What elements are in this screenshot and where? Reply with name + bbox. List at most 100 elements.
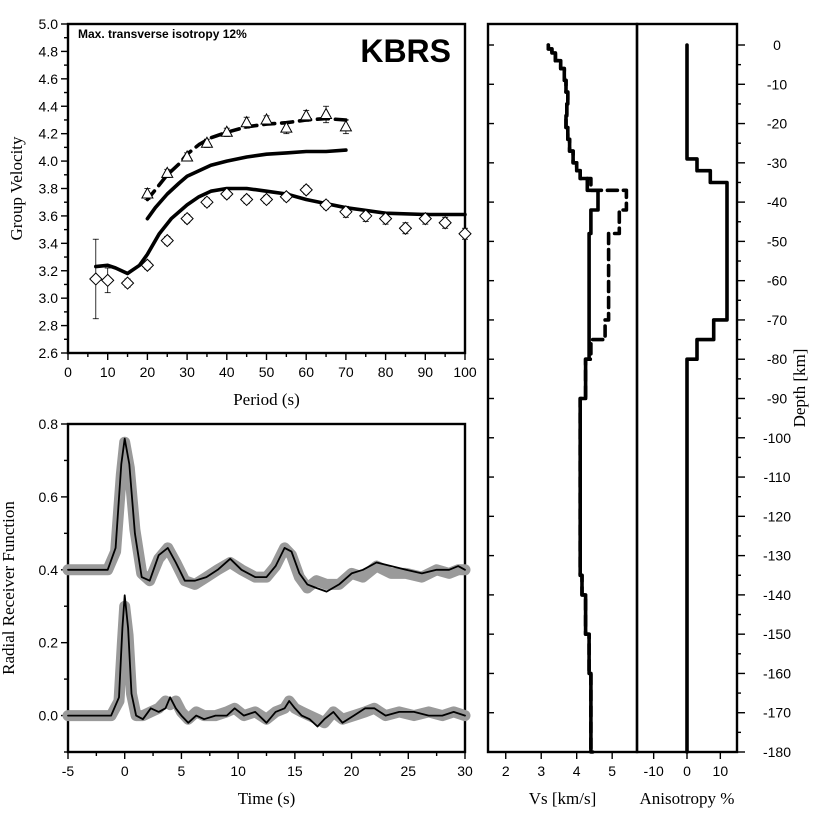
depth-tick-label: -70 xyxy=(767,312,787,328)
love-observed-point xyxy=(319,107,333,119)
receiver-x-axis-title: Time (s) xyxy=(238,789,295,808)
love-observed-point xyxy=(240,115,253,128)
rayleigh-observed-point xyxy=(120,276,135,290)
rayleigh-observed-point xyxy=(319,198,333,212)
depth-tick-label: -160 xyxy=(763,665,791,681)
dispersion-y-tick-label: 2.8 xyxy=(39,318,59,334)
love-observed-point xyxy=(220,125,234,137)
receiver-function-panel: -5 0 5 10 15 20 25 30 0.0 0.2 0.4 0.6 0.8 Time (s) Rad… xyxy=(0,416,473,808)
anisotropy-profile-line xyxy=(685,43,729,754)
rayleigh-observed-point xyxy=(200,195,214,209)
dispersion-y-tick-label: 4.2 xyxy=(39,126,59,142)
rayleigh-observed-point xyxy=(239,192,254,207)
dispersion-frame xyxy=(66,22,467,355)
receiver-y-tick-label: 0.6 xyxy=(39,489,59,505)
rayleigh-observed-point xyxy=(418,211,433,226)
receiver-x-tick-label: 30 xyxy=(457,763,473,779)
dispersion-x-tick-label: 50 xyxy=(259,364,275,380)
love-observed-point xyxy=(280,121,293,133)
anisotropy-x-tick-label: 10 xyxy=(713,763,729,779)
receiver-y-tick-label: 0.2 xyxy=(39,635,59,651)
rayleigh-observed-point xyxy=(180,211,194,226)
upper-observed-trace xyxy=(62,436,471,594)
vs-x-tick-label: 3 xyxy=(537,763,545,779)
depth-tick-label: -110 xyxy=(764,469,791,485)
receiver-x-tick-label: 20 xyxy=(344,763,360,779)
depth-tick-label: -80 xyxy=(767,351,787,367)
vs-x-tick-label: 5 xyxy=(608,763,616,779)
rayleigh-observed-point xyxy=(458,227,472,241)
love-observed-point xyxy=(141,186,154,199)
dispersion-y-tick-label: 3.6 xyxy=(39,208,59,224)
dispersion-y-tick-label: 5.0 xyxy=(39,16,59,32)
receiver-x-tick-label: 5 xyxy=(178,763,186,779)
sv-predicted-curve xyxy=(145,148,348,221)
receiver-y-tick-label: 0.4 xyxy=(39,562,59,578)
depth-tick-label: -20 xyxy=(767,116,787,132)
dispersion-y-tick-label: 4.0 xyxy=(39,153,59,169)
vs-x-tick-label: 2 xyxy=(502,763,510,779)
dispersion-x-tick-label: 30 xyxy=(179,364,195,380)
upper-predicted-trace xyxy=(67,437,466,593)
receiver-x-tick-label: 15 xyxy=(287,763,303,779)
receiver-x-tick-label: 10 xyxy=(230,763,246,779)
vs-x-axis-title: Vs [km/s] xyxy=(529,789,597,808)
anisotropy-x-tick-label: 0 xyxy=(683,763,691,779)
rayleigh-observed-point xyxy=(100,273,115,288)
rayleigh-observed-point xyxy=(299,183,313,197)
depth-tick-label: -130 xyxy=(763,548,791,564)
dispersion-x-tick-label: 0 xyxy=(64,364,72,380)
vs-profile-frame xyxy=(486,22,639,754)
love-observed-point xyxy=(299,108,313,121)
dispersion-annotation: Max. transverse isotropy 12% xyxy=(78,27,247,41)
depth-tick-label: -60 xyxy=(767,273,787,289)
dispersion-y-axis-title: Group Velocity xyxy=(7,136,26,241)
love-observed-point xyxy=(260,112,273,125)
depth-tick-label: -100 xyxy=(763,430,791,446)
dispersion-x-axis-title: Period (s) xyxy=(233,390,300,409)
vs-x-tick-label: 4 xyxy=(573,763,581,779)
rayleigh-observed-point xyxy=(279,190,294,204)
rayleigh-observed-point xyxy=(140,258,155,272)
dispersion-y-tick-label: 3.2 xyxy=(39,263,59,279)
rayleigh-observed-point xyxy=(398,221,413,235)
depth-tick-label: -10 xyxy=(767,76,787,92)
love-observed-point xyxy=(200,136,214,148)
depth-tick-label: -150 xyxy=(763,626,791,642)
depth-tick-label: -180 xyxy=(763,744,791,760)
dispersion-x-tick-label: 80 xyxy=(378,364,394,380)
anisotropy-x-axis-title: Anisotropy % xyxy=(640,789,735,808)
depth-tick-label: -40 xyxy=(767,194,787,210)
rayleigh-observed-point xyxy=(378,211,393,226)
lower-predicted-trace xyxy=(67,594,466,728)
dispersion-y-tick-label: 4.4 xyxy=(39,98,59,114)
receiver-x-tick-label: 0 xyxy=(121,763,129,779)
dispersion-y-tick-label: 4.6 xyxy=(39,71,59,87)
dispersion-y-tick-label: 3.8 xyxy=(39,181,59,197)
dispersion-y-tick-label: 3.4 xyxy=(39,235,59,251)
dispersion-x-tick-label: 20 xyxy=(140,364,156,380)
rayleigh-observed-point xyxy=(160,233,174,248)
dispersion-title: KBRS xyxy=(360,33,451,69)
depth-tick-label: -120 xyxy=(763,508,791,524)
depth-tick-label: -170 xyxy=(763,705,791,721)
receiver-x-tick-label: 25 xyxy=(400,763,416,779)
depth-axis-title: Depth [km] xyxy=(790,349,809,428)
dispersion-y-tick-label: 4.8 xyxy=(39,43,59,59)
receiver-x-tick-label: -5 xyxy=(62,763,75,779)
dispersion-x-tick-label: 60 xyxy=(298,364,314,380)
anisotropy-x-tick-label: -10 xyxy=(644,763,664,779)
dispersion-x-tick-label: 90 xyxy=(418,364,434,380)
dispersion-x-tick-label: 100 xyxy=(453,364,477,380)
love-observed-point xyxy=(160,166,174,178)
rayleigh-observed-point xyxy=(89,272,103,286)
vs-profile-panel: 2 3 4 5 Vs [km/s] xyxy=(486,22,639,808)
receiver-y-axis-title: Radial Receiver Function xyxy=(0,501,18,675)
dispersion-y-tick-label: 3.0 xyxy=(39,290,59,306)
depth-tick-label: -140 xyxy=(763,587,791,603)
rayleigh-observed-point xyxy=(220,187,234,201)
rayleigh-observed-point xyxy=(438,216,452,230)
vsv-profile-line xyxy=(546,43,600,754)
